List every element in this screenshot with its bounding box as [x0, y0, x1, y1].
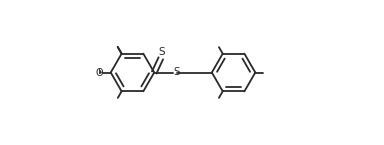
Text: O: O — [95, 68, 103, 77]
Text: S: S — [174, 67, 180, 77]
Text: methoxy: methoxy — [88, 72, 95, 73]
Text: S: S — [158, 47, 165, 57]
